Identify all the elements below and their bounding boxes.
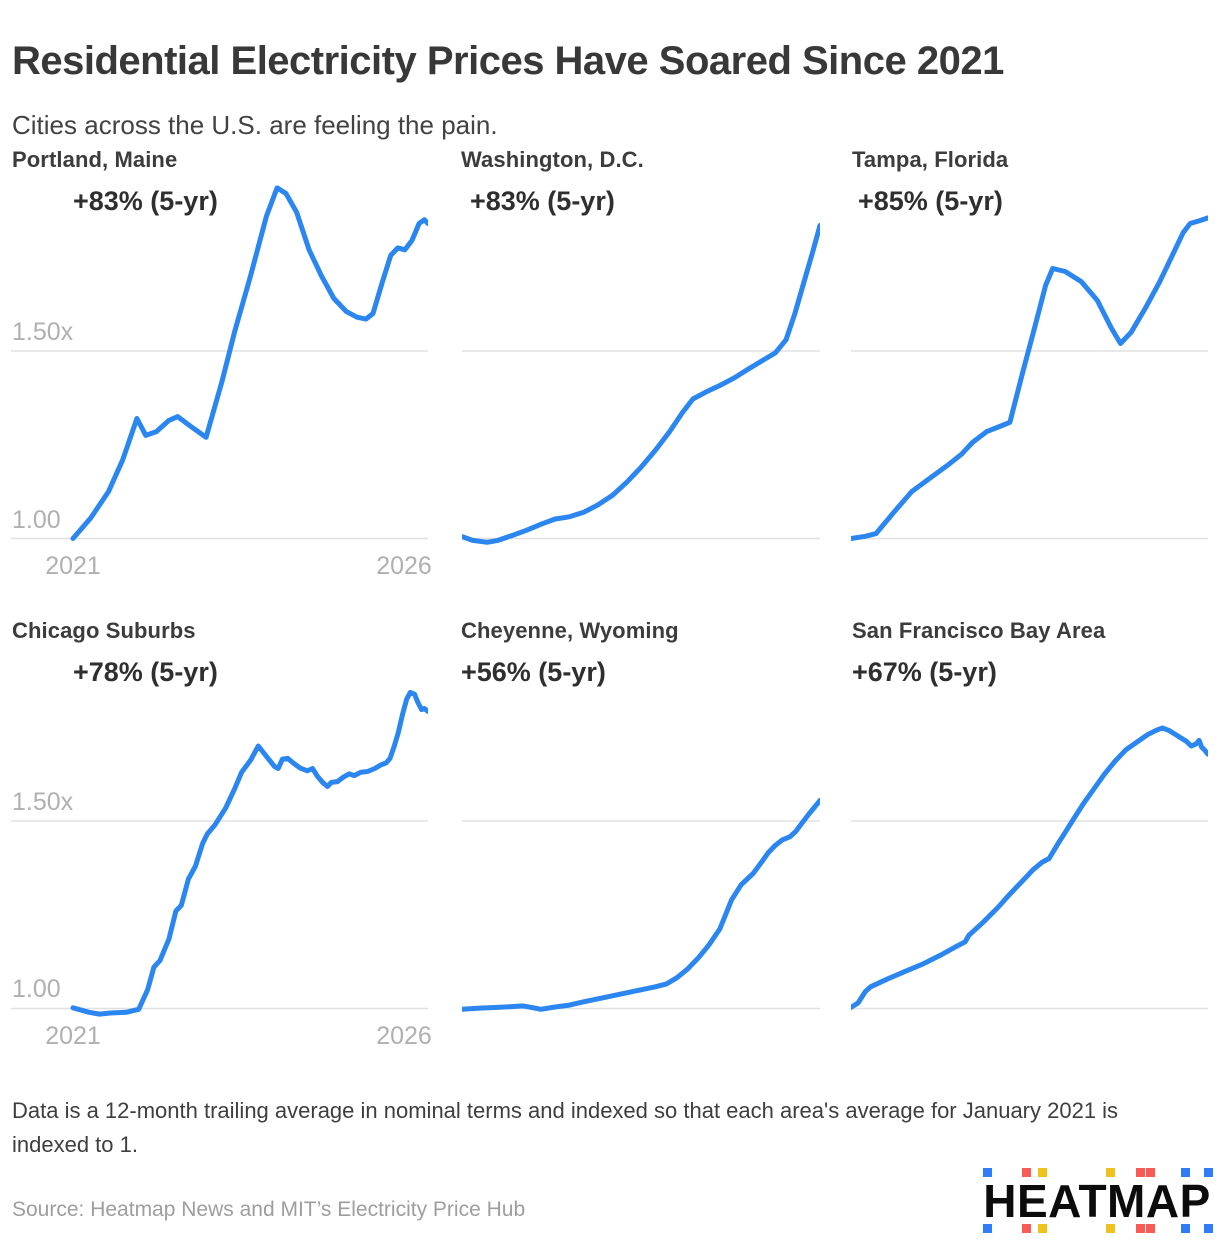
chart-san-francisco-bay-area — [851, 725, 1208, 1010]
chart-change-annotation: +67% (5-yr) — [852, 657, 997, 687]
chart-title-cheyenne: Cheyenne, Wyoming — [461, 618, 679, 643]
chart-change-annotation: +56% (5-yr) — [461, 657, 606, 687]
series-line — [70, 689, 428, 1017]
page-subtitle: Cities across the U.S. are feeling the p… — [12, 110, 498, 140]
x-axis-label-2021: 2021 — [45, 1022, 101, 1050]
chart-title-chicago: Chicago Suburbs — [12, 618, 196, 643]
chart-title-san-francisco: San Francisco Bay Area — [852, 618, 1106, 643]
logo-square — [1136, 1168, 1145, 1177]
logo-square — [1146, 1168, 1155, 1177]
chart-title-washington: Washington, D.C. — [461, 147, 644, 172]
logo-square — [1038, 1224, 1047, 1233]
chart-cheyenne-wyoming — [462, 797, 820, 1012]
y-axis-label-100: 1.00 — [12, 975, 61, 1003]
chart-portland-maine — [11, 185, 428, 541]
chart-title-tampa: Tampa, Florida — [852, 147, 1009, 172]
series-line — [462, 222, 820, 545]
logo-square — [983, 1168, 992, 1177]
footnote: Data is a 12-month trailing average in n… — [12, 1098, 1119, 1157]
chart-change-annotation: +85% (5-yr) — [858, 186, 1003, 216]
logo-square — [983, 1224, 992, 1233]
y-axis-label-150: 1.50x — [12, 788, 74, 816]
logo-square — [1181, 1168, 1190, 1177]
logo-square — [1038, 1168, 1047, 1177]
series-line — [851, 725, 1208, 1010]
x-axis-label-2026: 2026 — [376, 552, 432, 580]
chart-change-annotation: +83% (5-yr) — [470, 186, 615, 216]
chart-washington-dc — [462, 222, 820, 545]
y-axis-label-150: 1.50x — [12, 318, 74, 346]
series-line — [462, 797, 820, 1012]
logo-square — [1204, 1168, 1213, 1177]
series-line — [70, 185, 428, 541]
y-axis-label-100: 1.00 — [12, 506, 61, 534]
page-title: Residential Electricity Prices Have Soar… — [12, 38, 1004, 83]
x-axis-label-2026: 2026 — [376, 1022, 432, 1050]
chart-title-portland: Portland, Maine — [12, 147, 178, 172]
logo-square — [1022, 1168, 1031, 1177]
chart-chicago-suburbs — [11, 689, 428, 1017]
logo-square — [1146, 1224, 1155, 1233]
series-line — [851, 215, 1208, 541]
logo-square — [1136, 1224, 1145, 1233]
x-axis-label-2021: 2021 — [45, 552, 101, 580]
heatmap-logo: HEATMAP — [980, 1164, 1214, 1244]
heatmap-logo-text: HEATMAP — [983, 1175, 1211, 1227]
chart-change-annotation: +83% (5-yr) — [73, 186, 218, 216]
logo-square — [1181, 1224, 1190, 1233]
logo-square — [1106, 1224, 1115, 1233]
chart-tampa-florida — [851, 215, 1208, 541]
logo-square — [1022, 1224, 1031, 1233]
logo-square — [1106, 1168, 1115, 1177]
source-line: Source: Heatmap News and MIT’s Electrici… — [12, 1198, 526, 1221]
chart-change-annotation: +78% (5-yr) — [73, 657, 218, 687]
logo-square — [1204, 1224, 1213, 1233]
